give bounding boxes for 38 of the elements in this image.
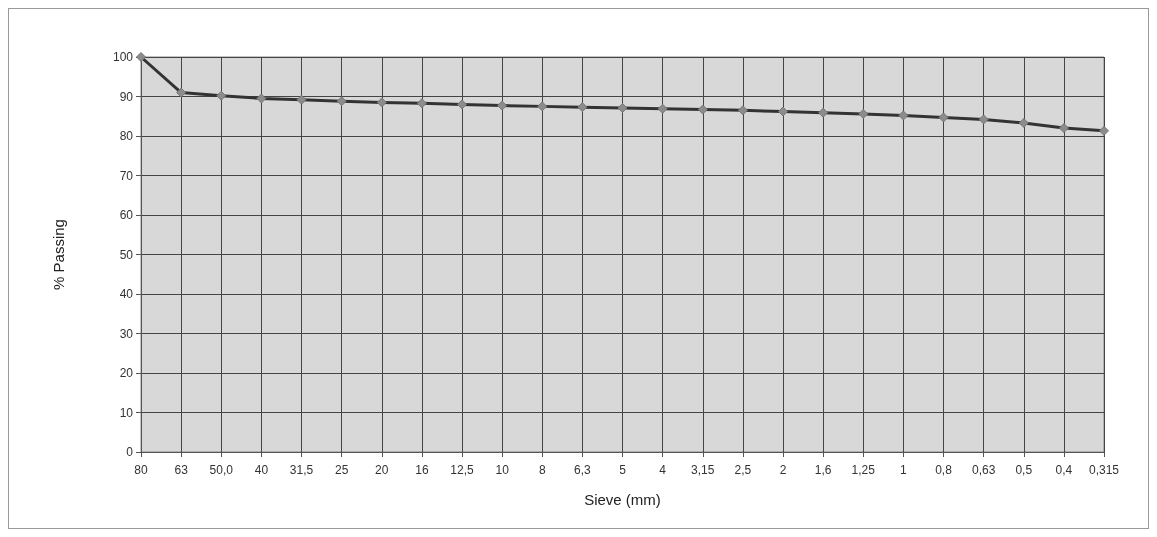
x-tick-label: 4 (659, 463, 667, 477)
x-tick-label: 2 (779, 463, 787, 477)
y-tick-label: 40 (119, 287, 134, 301)
x-tick-label: 1 (900, 463, 908, 477)
y-tick-label: 50 (119, 247, 134, 262)
x-tick-label: 6,3 (574, 463, 592, 477)
x-tick-label: 1,6 (814, 463, 832, 477)
x-tick-label: 0,63 (971, 463, 996, 477)
x-tick-label: 0,5 (1015, 463, 1033, 477)
x-tick-label: 12,5 (450, 463, 474, 477)
x-tick-label: 50,0 (209, 463, 234, 477)
x-tick-label: 25 (334, 463, 349, 477)
x-tick-label: 8 (538, 463, 546, 477)
x-tick-label: 1,25 (851, 463, 876, 477)
y-tick-label: 0 (126, 445, 134, 459)
x-tick-label: 3,15 (691, 463, 715, 477)
x-tick-label: 10 (495, 463, 510, 477)
x-tick-label: 5 (619, 463, 627, 477)
y-tick-label: 80 (119, 129, 134, 143)
y-tick-label: 10 (119, 405, 134, 420)
y-tick-label: 60 (119, 208, 134, 222)
x-tick-label: 0,4 (1055, 463, 1073, 477)
y-tick-label: 100 (112, 50, 134, 64)
y-tick-label: 90 (119, 89, 134, 104)
x-tick-label: 16 (415, 463, 429, 477)
y-tick-label: 70 (119, 168, 134, 183)
x-tick-label: 80 (134, 463, 148, 477)
x-tick-label: 31,5 (289, 463, 314, 477)
x-tick-label: 0,8 (935, 463, 953, 477)
x-tick-label: 40 (254, 463, 269, 477)
x-tick-label: 63 (174, 463, 189, 477)
y-axis-title: % Passing (50, 219, 67, 290)
x-tick-label: 20 (375, 463, 389, 477)
x-tick-label: 2,5 (734, 463, 752, 477)
y-tick-label: 30 (119, 326, 134, 341)
y-tick-label: 20 (119, 366, 134, 380)
x-tick-label: 0,315 (1088, 463, 1120, 477)
x-axis-title: Sieve (mm) (584, 491, 661, 508)
